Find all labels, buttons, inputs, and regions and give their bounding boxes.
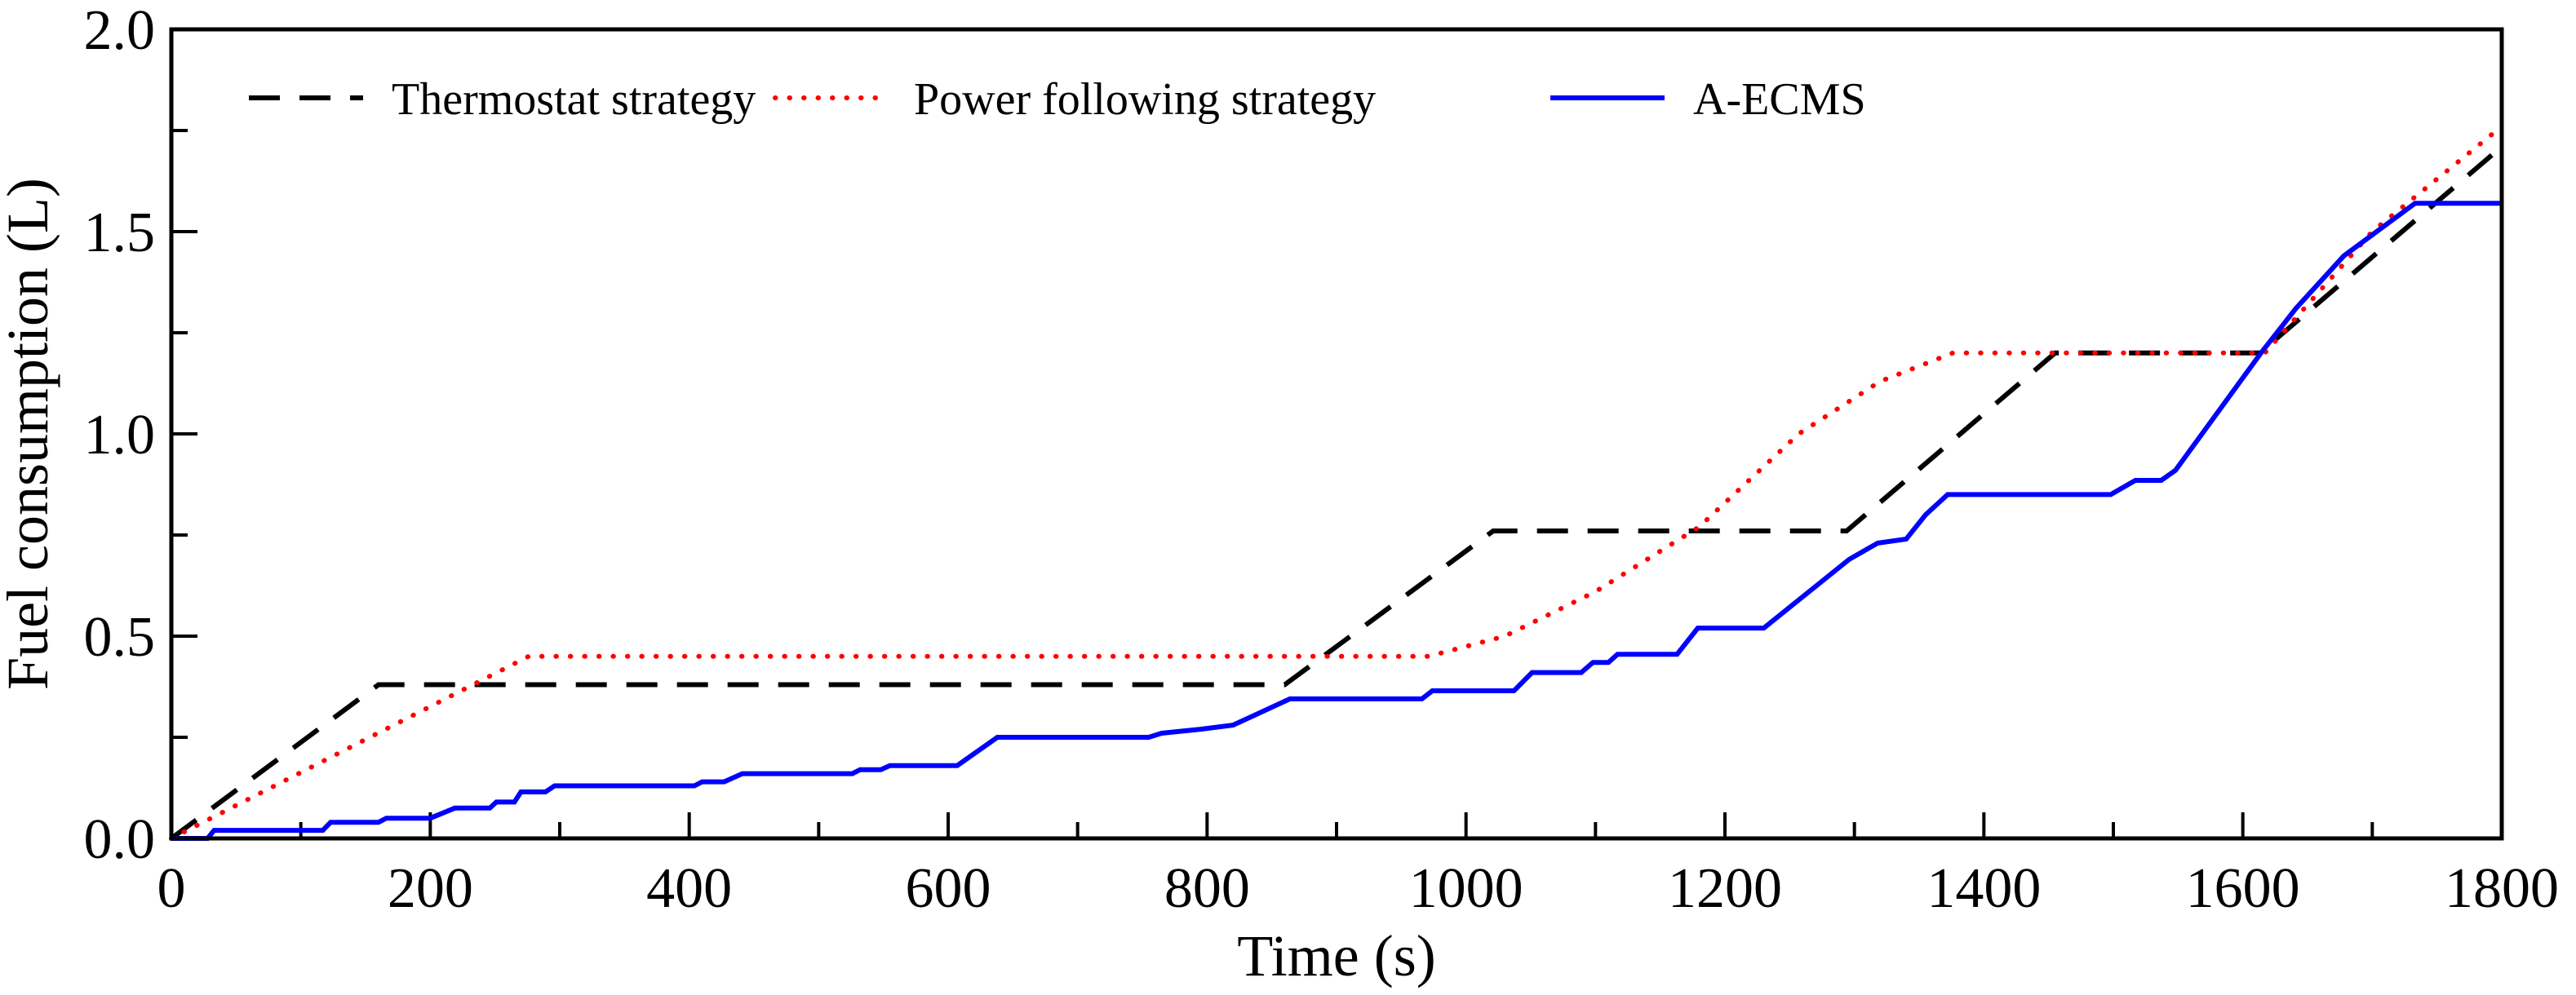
plot-border-layer — [169, 27, 2504, 841]
a-ecms-legend-label: A-ECMS — [1693, 74, 1866, 125]
axis-tick-labels: 0 200 400 600 800 1000 1200 1400 1600 1800 0.0 0.5 1… — [84, 0, 2560, 920]
y-tick-label: 0.0 — [84, 808, 156, 871]
x-tick-label: 800 — [1164, 857, 1250, 920]
y-tick-label: 1.5 — [84, 201, 156, 264]
y-tick-label: 2.0 — [84, 0, 156, 62]
axis-ticks — [170, 28, 2503, 840]
data-series — [169, 124, 2504, 841]
power-following-strategy-line — [169, 124, 2504, 841]
x-tick-label: 400 — [646, 857, 732, 920]
thermostat-strategy-line — [170, 144, 2503, 841]
power-following-strategy-legend-label: Power following strategy — [914, 74, 1376, 125]
x-tick-label: 0 — [157, 857, 186, 920]
x-tick-label: 1000 — [1409, 857, 1523, 920]
y-tick-label: 0.5 — [84, 606, 156, 669]
x-tick-label: 200 — [388, 857, 473, 920]
y-tick-label: 1.0 — [84, 404, 156, 467]
x-tick-label: 1400 — [1926, 857, 2041, 920]
x-tick-label: 600 — [906, 857, 991, 920]
plot-border — [169, 27, 2504, 841]
y-axis-title: Fuel consumption (L) — [0, 178, 60, 690]
thermostat-strategy-legend-label: Thermostat strategy — [392, 74, 756, 125]
x-tick-label: 1600 — [2186, 857, 2300, 920]
x-axis-title: Time (s) — [1237, 923, 1435, 988]
a-ecms-line — [171, 201, 2502, 841]
x-tick-label: 1800 — [2445, 857, 2559, 920]
legend: Thermostat strategy Power following strat… — [249, 74, 1866, 125]
x-tick-label: 1200 — [1668, 857, 1782, 920]
